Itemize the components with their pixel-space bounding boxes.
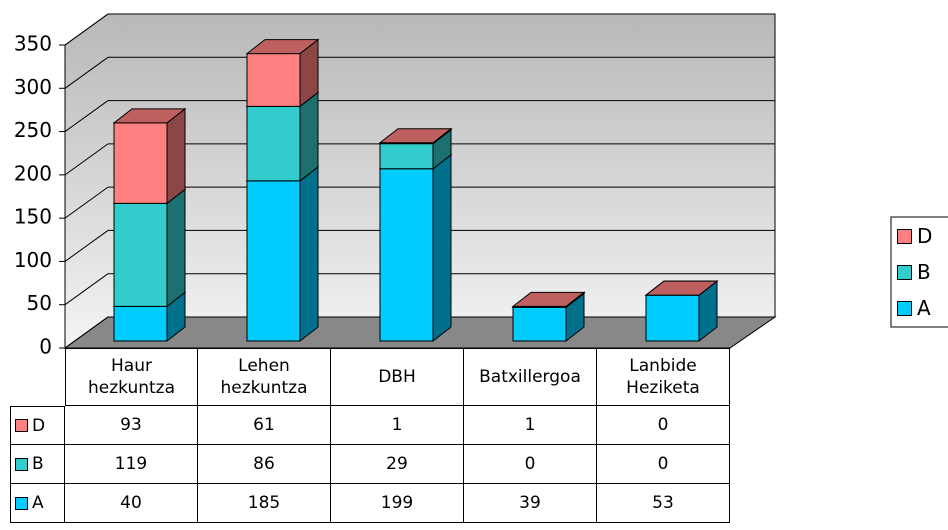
series-name: A bbox=[32, 493, 44, 513]
grid-line bbox=[64, 13, 109, 46]
legend-item: A bbox=[897, 293, 931, 323]
legend-swatch bbox=[897, 264, 912, 280]
bar-front bbox=[246, 180, 301, 342]
table-value: 199 bbox=[331, 484, 464, 523]
table-value: 0 bbox=[597, 445, 730, 484]
bar-top bbox=[644, 280, 719, 296]
bar-top bbox=[112, 108, 187, 124]
bar-top bbox=[245, 39, 320, 55]
table-value: 40 bbox=[65, 484, 198, 523]
grid-line bbox=[64, 316, 109, 349]
legend-item: D bbox=[897, 221, 932, 251]
table-header: DBH bbox=[331, 348, 464, 406]
table-header: Batxillergoa bbox=[464, 348, 597, 406]
table-row-label: B bbox=[10, 445, 65, 484]
bar-front bbox=[113, 202, 168, 307]
legend-swatch bbox=[897, 300, 912, 316]
table-value: 61 bbox=[198, 406, 331, 445]
y-tick-label: 100 bbox=[14, 248, 52, 272]
table-value: 29 bbox=[331, 445, 464, 484]
legend-swatch bbox=[15, 496, 28, 510]
grid-line bbox=[64, 143, 109, 176]
series-name: D bbox=[32, 415, 46, 436]
bar-side bbox=[166, 107, 186, 205]
bar-side bbox=[432, 153, 452, 343]
y-tick-label: 200 bbox=[14, 161, 52, 185]
table-value: 0 bbox=[597, 406, 730, 445]
y-tick-label: 300 bbox=[14, 75, 52, 99]
legend-item: B bbox=[897, 257, 931, 287]
legend-label: B bbox=[917, 260, 931, 284]
y-tick-label: 150 bbox=[14, 205, 52, 229]
bar-top bbox=[511, 291, 586, 307]
bar-front bbox=[379, 168, 434, 342]
bar-front bbox=[113, 305, 168, 342]
bar-front bbox=[645, 294, 700, 342]
grid-line bbox=[64, 56, 109, 89]
series-name: B bbox=[32, 454, 44, 474]
grid-line bbox=[64, 100, 109, 132]
legend-swatch bbox=[15, 457, 28, 471]
table-header: Haur hezkuntza bbox=[65, 348, 198, 406]
table-value: 0 bbox=[464, 445, 597, 484]
bar-front bbox=[512, 306, 567, 342]
table-value: 53 bbox=[597, 484, 730, 523]
y-tick-label: 50 bbox=[27, 291, 52, 315]
table-value: 1 bbox=[331, 406, 464, 445]
y-tick-label: 250 bbox=[14, 118, 52, 142]
bar-side bbox=[299, 91, 319, 182]
table-value: 39 bbox=[464, 484, 597, 523]
bar-front bbox=[246, 53, 301, 107]
legend-label: D bbox=[917, 224, 933, 248]
y-tick-label: 0 bbox=[39, 335, 52, 359]
table-value: 86 bbox=[198, 445, 331, 484]
bar-front bbox=[379, 143, 434, 170]
table-row-label: D bbox=[10, 406, 65, 445]
bar-side bbox=[166, 188, 186, 308]
table-value: 119 bbox=[65, 445, 198, 484]
table-value: 1 bbox=[464, 406, 597, 445]
table-header: Lanbide Heziketa bbox=[597, 348, 730, 406]
bar-top bbox=[378, 128, 453, 144]
grid-line bbox=[64, 230, 109, 262]
table-value: 93 bbox=[65, 406, 198, 445]
y-tick-label: 350 bbox=[14, 32, 52, 56]
legend-swatch bbox=[897, 228, 912, 244]
table-value: 185 bbox=[198, 484, 331, 523]
bar-side bbox=[299, 165, 319, 343]
table-header: Lehen hezkuntza bbox=[198, 348, 331, 406]
grid-line bbox=[64, 186, 109, 219]
bar-front bbox=[246, 105, 301, 182]
grid-line bbox=[64, 273, 109, 306]
legend-swatch bbox=[15, 419, 28, 432]
legend-label: A bbox=[917, 296, 931, 320]
table-row-label: A bbox=[10, 484, 65, 523]
bar-front bbox=[113, 122, 168, 204]
